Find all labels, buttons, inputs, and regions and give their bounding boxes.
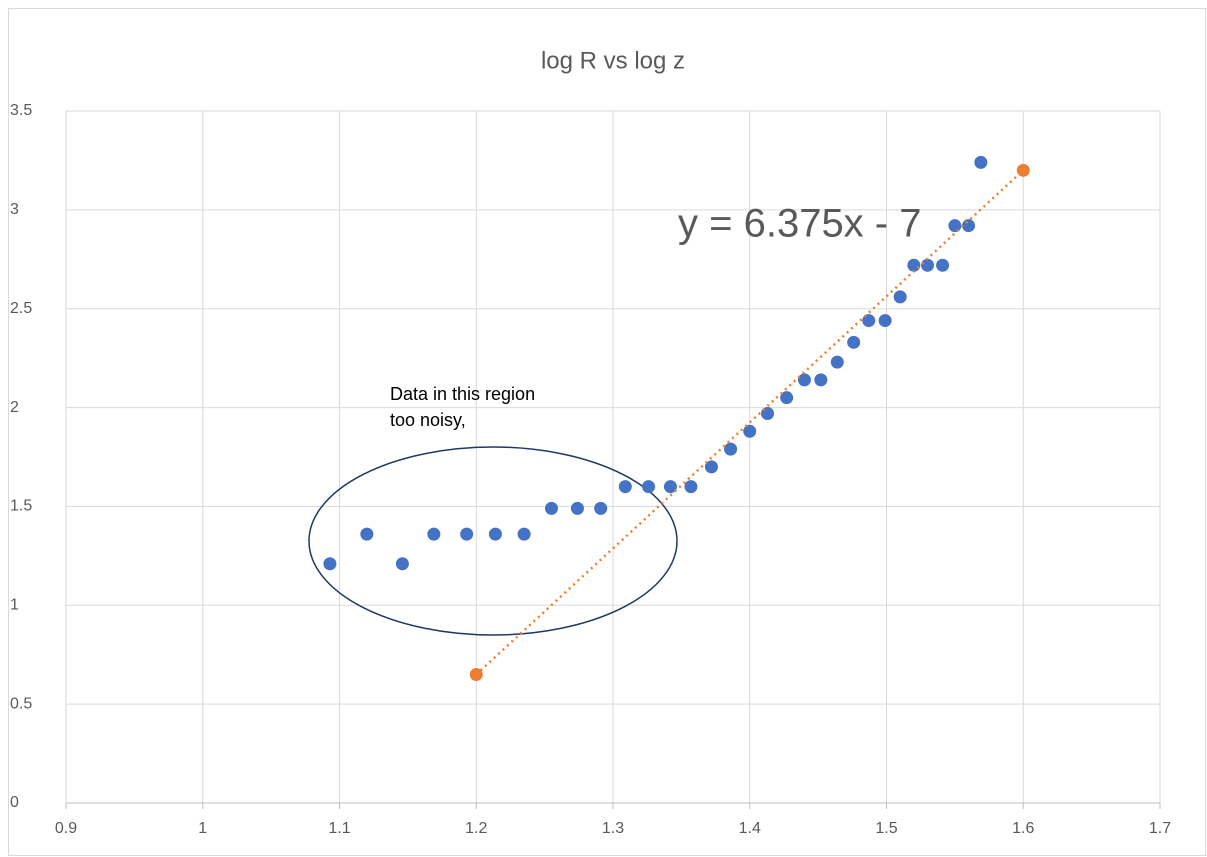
marks: [323, 155, 1030, 681]
grid: [65, 110, 1161, 809]
x-tick-label: 1.3: [602, 820, 624, 837]
chart-title: log R vs log z: [541, 47, 685, 74]
point: [594, 501, 608, 515]
point: [469, 667, 483, 681]
x-tick-label: 0.9: [55, 820, 77, 837]
point: [921, 258, 935, 272]
point: [395, 557, 409, 571]
highlight-ellipse: [308, 446, 678, 636]
point: [427, 527, 441, 541]
point: [847, 335, 861, 349]
point: [936, 258, 950, 272]
point: [974, 155, 988, 169]
point: [544, 501, 558, 515]
point: [642, 480, 656, 494]
y-tick-label: 3.5: [10, 102, 32, 119]
point: [517, 527, 531, 541]
y-tick-label: 1.5: [10, 498, 32, 515]
point: [570, 501, 584, 515]
point: [618, 480, 632, 494]
x-tick-label: 1.4: [739, 820, 761, 837]
x-tick-label: 1.2: [465, 820, 487, 837]
y-tick-label: 2: [10, 399, 19, 416]
point: [797, 373, 811, 387]
point: [893, 290, 907, 304]
trend-equation: y = 6.375x - 7: [678, 202, 921, 246]
point: [488, 527, 502, 541]
annotation: too noisy,: [390, 410, 466, 430]
y-tick-label: 3: [10, 201, 19, 218]
trend-line: [475, 169, 1025, 676]
point: [948, 219, 962, 233]
y-tick-label: 0: [10, 794, 19, 811]
x-tick-label: 1.5: [875, 820, 897, 837]
point: [743, 424, 757, 438]
point: [460, 527, 474, 541]
point: [1016, 163, 1030, 177]
y-tick-label: 1: [10, 597, 19, 614]
x-tick-label: 1.7: [1149, 820, 1171, 837]
point: [323, 557, 337, 571]
point: [814, 373, 828, 387]
point: [878, 314, 892, 328]
point: [780, 391, 794, 405]
y-tick-label: 0.5: [10, 695, 32, 712]
point: [962, 219, 976, 233]
point: [704, 460, 718, 474]
chart-border: [8, 8, 1206, 856]
point: [724, 442, 738, 456]
point: [907, 258, 921, 272]
point: [684, 480, 698, 494]
point: [663, 480, 677, 494]
annotation: Data in this region: [390, 384, 535, 404]
point: [830, 355, 844, 369]
point: [360, 527, 374, 541]
x-tick-label: 1.1: [328, 820, 350, 837]
x-tick-label: 1.6: [1012, 820, 1034, 837]
x-tick-label: 1: [198, 820, 207, 837]
y-tick-label: 2.5: [10, 300, 32, 317]
